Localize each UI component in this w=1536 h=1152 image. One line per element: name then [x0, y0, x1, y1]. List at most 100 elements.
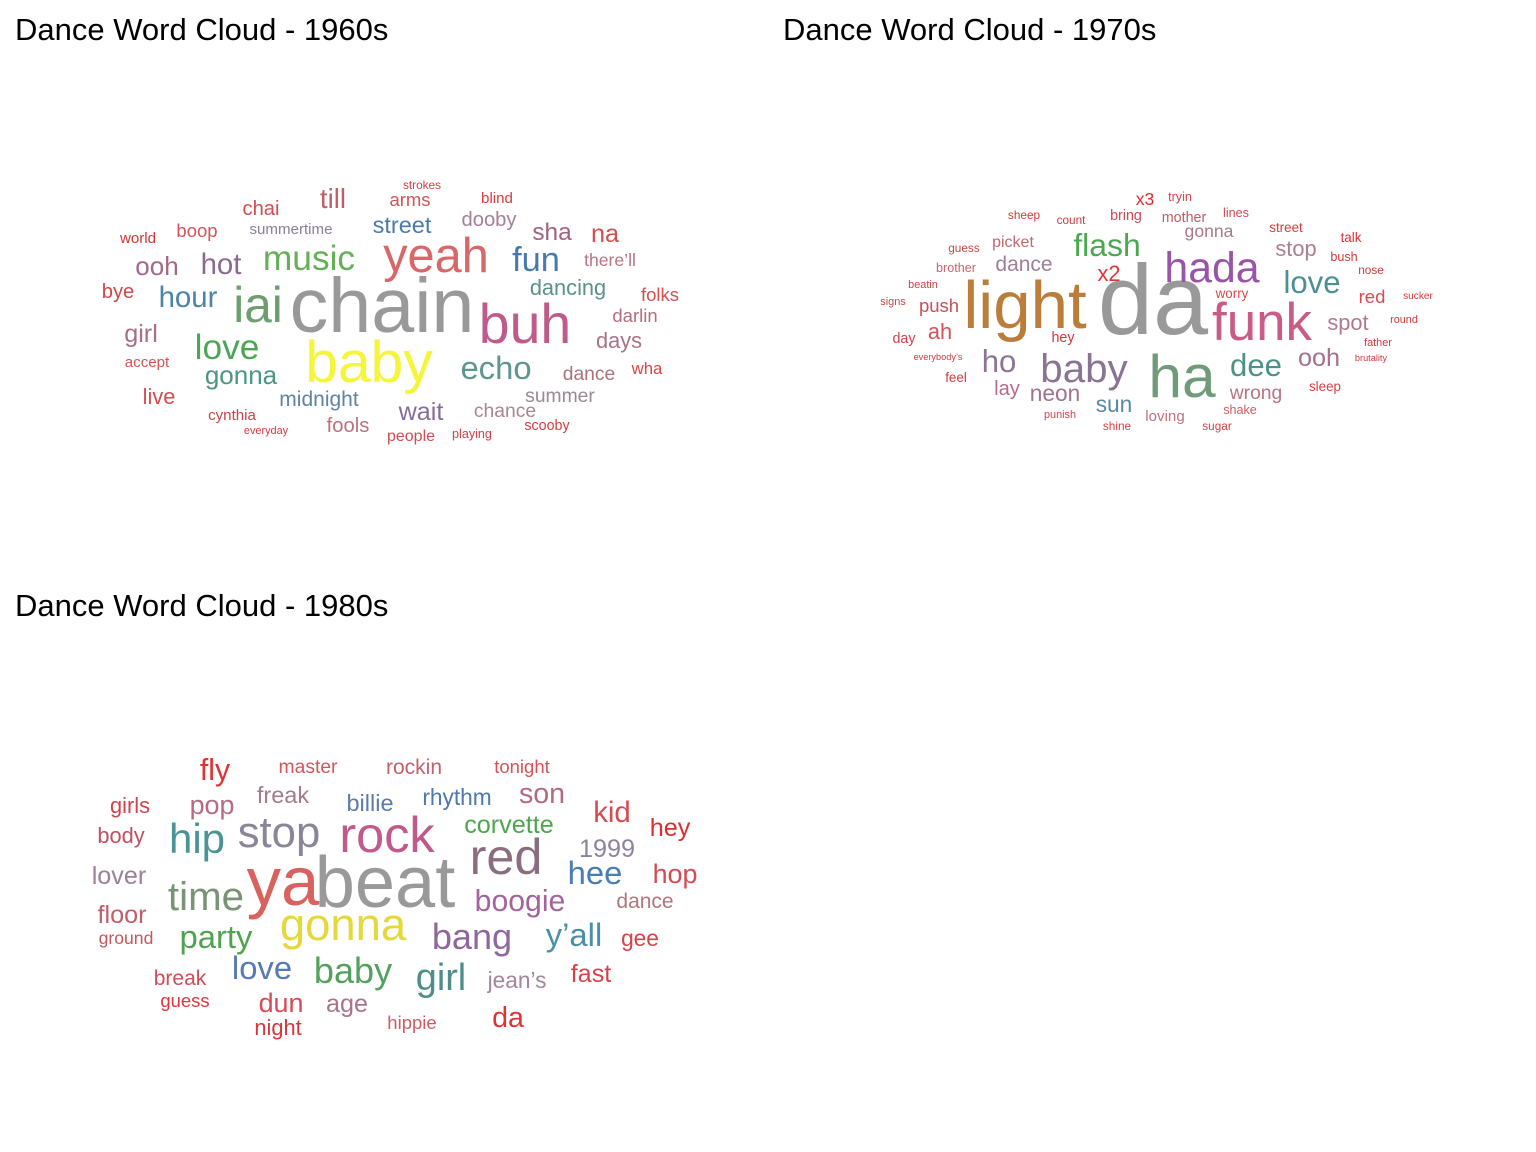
cloud-word-scooby: scooby	[524, 418, 570, 434]
cloud-word-echo: echo	[460, 349, 531, 386]
cloud-word-master: master	[279, 757, 339, 778]
cloud-word-guess: guess	[948, 241, 980, 255]
cloud-word-midnight: midnight	[279, 388, 359, 411]
cloud-word-darlin: darlin	[612, 305, 657, 326]
cloud-word-girls: girls	[110, 793, 150, 818]
cloud-word-gonna: gonna	[1185, 221, 1234, 241]
cloud-word-cynthia: cynthia	[208, 407, 256, 424]
cloud-word-party: party	[180, 918, 254, 955]
cloud-word-baby: baby	[305, 330, 433, 395]
cloud-word-strokes: strokes	[403, 178, 441, 192]
cloud-word-red: red	[1359, 286, 1386, 307]
cloud-word-sheep: sheep	[1008, 208, 1041, 222]
cloud-word-hey: hey	[650, 814, 691, 842]
cloud-word-dancing: dancing	[530, 275, 606, 300]
cloud-word-night: night	[254, 1015, 301, 1040]
cloud-word-chain: chain	[290, 263, 475, 349]
cloud-word-bang: bang	[432, 916, 512, 957]
cloud-word-jean-s: jean’s	[487, 967, 547, 993]
cloud-word-summer: summer	[525, 386, 595, 407]
cloud-word-wrong: wrong	[1229, 383, 1283, 404]
cloud-word-ya: ya	[247, 843, 320, 920]
cloud-word-break: break	[154, 967, 207, 990]
cloud-word-mother: mother	[1162, 210, 1207, 226]
cloud-word-there-ll: there’ll	[584, 250, 636, 270]
cloud-word-shine: shine	[1103, 419, 1132, 433]
cloud-word-father: father	[1364, 337, 1392, 349]
cloud-word-ha: ha	[1148, 342, 1216, 410]
cloud-word-hey: hey	[1051, 330, 1075, 346]
cloud-word-kid: kid	[593, 796, 631, 829]
cloud-word-da: da	[1098, 245, 1209, 356]
cloud-word-ground: ground	[99, 928, 154, 948]
cloud-word-baby: baby	[1040, 346, 1128, 391]
cloud-word-boop: boop	[176, 220, 217, 241]
cloud-word-spot: spot	[1327, 310, 1368, 335]
cloud-word-day: day	[892, 331, 916, 347]
cloud-word-days: days	[596, 328, 642, 353]
cloud-word-gee: gee	[621, 925, 659, 951]
cloud-word-arms: arms	[389, 189, 430, 210]
cloud-word-tonight: tonight	[494, 756, 550, 777]
cloud-word-hot: hot	[201, 248, 242, 281]
cloud-word-hip: hip	[169, 815, 225, 862]
cloud-word-beatin: beatin	[908, 279, 938, 291]
cloud-word-music: music	[263, 239, 355, 278]
cloud-word-flash: flash	[1073, 227, 1140, 263]
cloud-word-picket: picket	[992, 234, 1034, 251]
cloud-word-age: age	[326, 990, 368, 1018]
cloud-word-round: round	[1390, 314, 1418, 326]
cloud-word-buh: buh	[479, 293, 571, 355]
cloud-word-fly: fly	[200, 754, 231, 787]
cloud-word-hour: hour	[159, 281, 218, 314]
cloud-word-girl: girl	[124, 320, 158, 348]
cloud-word-summertime: summertime	[249, 221, 332, 238]
cloud-word-fun: fun	[512, 241, 560, 279]
cloud-word-love: love	[1283, 265, 1340, 300]
cloud-word-gonna: gonna	[205, 360, 278, 390]
cloud-word-time: time	[168, 874, 244, 919]
cloud-word-brutality: brutality	[1355, 353, 1388, 363]
cloud-word-everyday: everyday	[244, 425, 289, 437]
cloud-word-sha: sha	[532, 219, 572, 246]
cloud-word-push: push	[919, 295, 959, 316]
cloud-word-brother: brother	[936, 261, 976, 275]
cloud-word-boogie: boogie	[475, 885, 566, 918]
cloud-word-chance: chance	[474, 401, 536, 422]
cloud-word-ah: ah	[928, 319, 952, 344]
cloud-word-guess: guess	[160, 990, 209, 1011]
cloud-word-ooh: ooh	[1298, 344, 1340, 372]
cloud-word-till: till	[320, 183, 346, 214]
cloud-word-fools: fools	[327, 415, 370, 437]
cloud-word-live: live	[143, 384, 176, 409]
cloud-word-world: world	[119, 230, 156, 247]
cloud-word-y-all: y’all	[546, 916, 603, 953]
cloud-word-feel: feel	[945, 370, 967, 385]
cloud-word-body: body	[97, 823, 144, 848]
cloud-word-red: red	[470, 828, 543, 885]
cloud-word-playing: playing	[452, 427, 492, 441]
cloud-word-freak: freak	[257, 782, 309, 808]
cloud-word-talk: talk	[1341, 230, 1362, 245]
cloud-word-iai: iai	[233, 277, 283, 333]
cloud-word-dun: dun	[259, 988, 304, 1018]
cloud-word-love: love	[232, 949, 292, 986]
cloud-word-hada: hada	[1164, 244, 1259, 292]
cloud-word-wait: wait	[398, 398, 444, 426]
cloud-word-lay: lay	[994, 378, 1021, 400]
cloud-word-fast: fast	[571, 960, 612, 988]
cloud-word-dee: dee	[1230, 348, 1282, 383]
cloud-word-stop: stop	[238, 808, 321, 857]
cloud-word-yeah: yeah	[383, 229, 489, 283]
cloud-word-wha: wha	[631, 359, 663, 378]
cloud-word-people: people	[387, 428, 435, 445]
cloud-word-corvette: corvette	[464, 811, 554, 839]
cloud-word-gonna: gonna	[280, 899, 407, 950]
cloud-word-hop: hop	[653, 859, 698, 889]
cloud-word-bush: bush	[1330, 250, 1357, 264]
cloud-word-count: count	[1057, 213, 1087, 227]
cloud-word-light: light	[963, 268, 1087, 343]
cloud-word-sun: sun	[1096, 391, 1133, 417]
cloud-word-na: na	[591, 220, 620, 248]
